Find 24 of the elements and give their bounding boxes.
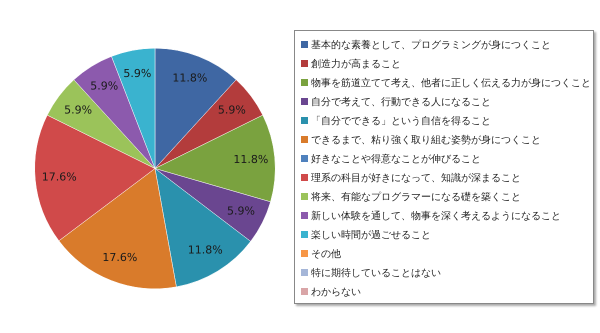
legend-label: 将来、有能なプログラマーになる礎を築くこと [311, 190, 521, 204]
data-label: 5.9% [218, 104, 246, 117]
legend-label: わからない [311, 286, 361, 298]
legend-label: その他 [311, 248, 341, 260]
data-label: 17.6% [42, 170, 77, 184]
legend-label: 物事を筋道立てて考え、他者に正しく伝える力が身につくこと [311, 76, 591, 90]
legend-label: 好きなことや得意なことが伸びること [311, 152, 481, 166]
data-label: 11.8% [188, 243, 223, 256]
legend-label: 特に期待していることはない [311, 266, 441, 280]
legend-label: 「自分でできる」という自信を得ること [311, 114, 491, 128]
data-label: 17.6% [102, 250, 138, 264]
legend-label: 楽しい時間が過ごせること [311, 228, 431, 242]
data-label: 5.9% [64, 104, 92, 117]
legend-label: 自分で考えて、行動できる人になること [311, 96, 491, 108]
data-label: 11.8% [233, 152, 268, 166]
data-label: 5.9% [90, 80, 118, 93]
legend-label: 創造力が高まること [311, 58, 401, 70]
legend-label: 新しい体験を通して、物事を深く考えるようになること [311, 210, 561, 222]
data-label: 5.9% [123, 66, 152, 80]
data-label: 5.9% [226, 204, 255, 218]
legend-label: 基本的な素養として、プログラミングが身につくこと [311, 38, 551, 52]
legend-label: 理系の科目が好きになって、知識が深まること [311, 172, 521, 184]
legend-label: できるまで、粘り強く取り組む姿勢が身につくこと [311, 134, 541, 146]
data-label: 11.8% [172, 72, 208, 85]
